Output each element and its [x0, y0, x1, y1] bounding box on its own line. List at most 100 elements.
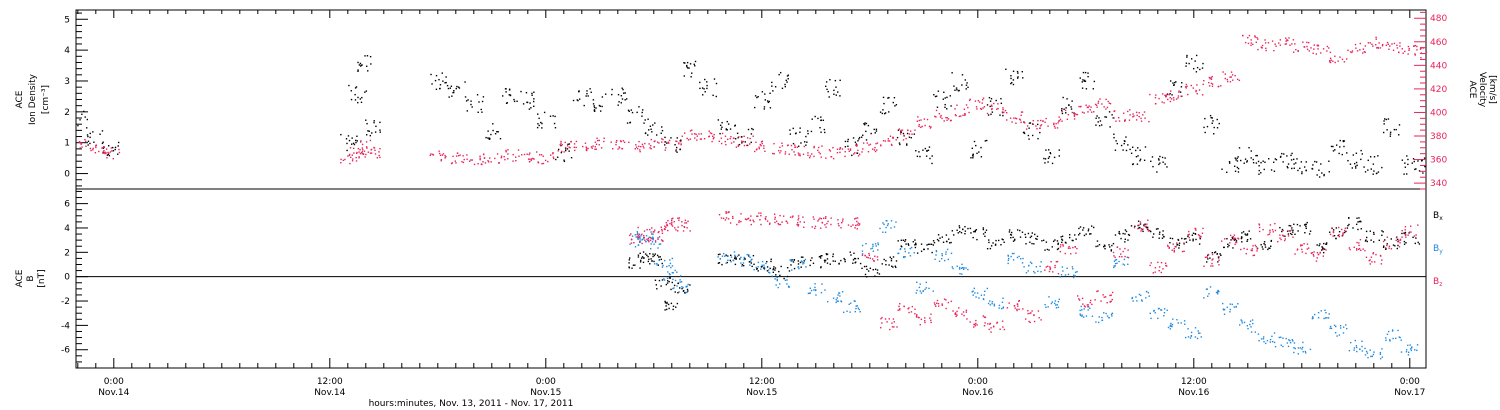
density-point [1343, 140, 1346, 142]
density-point [683, 62, 685, 64]
velocity-point [1297, 49, 1299, 52]
bx-point [1071, 239, 1073, 242]
bx-point [1308, 233, 1311, 235]
velocity-point [656, 141, 659, 143]
velocity-point [1124, 120, 1126, 122]
by-point [1085, 315, 1088, 317]
bz-point [1307, 247, 1310, 249]
velocity-point [111, 150, 113, 152]
velocity-point [689, 130, 692, 132]
by-point [959, 273, 961, 275]
bz-point [950, 300, 952, 303]
by-point [763, 266, 765, 268]
by-point [1190, 335, 1193, 337]
velocity-point [1187, 93, 1189, 96]
by-point [1118, 260, 1120, 263]
velocity-point [1308, 50, 1310, 52]
velocity-point [457, 154, 460, 157]
bx-point [864, 273, 867, 276]
bx-point [984, 231, 986, 234]
bx-point [1001, 238, 1003, 240]
by-point [963, 267, 965, 269]
density-point [1082, 71, 1085, 74]
by-point [1361, 340, 1363, 343]
bz-point [1147, 230, 1150, 232]
velocity-point [365, 153, 367, 156]
bz-point [649, 228, 651, 231]
by-point [1407, 351, 1410, 354]
by-point [982, 298, 985, 301]
velocity-point [573, 146, 576, 149]
bz-point [792, 215, 794, 217]
bx-point [1217, 261, 1219, 263]
bx-point [748, 261, 751, 263]
density-point [851, 154, 853, 157]
by-point [972, 294, 974, 296]
bz-point [989, 322, 992, 325]
bz-point [933, 302, 936, 304]
density-point [972, 155, 974, 157]
velocity-point [359, 152, 362, 155]
bz-point [1033, 314, 1035, 317]
velocity-point [1073, 115, 1076, 117]
bx-point [1087, 228, 1090, 230]
density-point [371, 132, 373, 134]
velocity-point [884, 140, 887, 142]
bz-point [937, 302, 940, 305]
velocity-point [1014, 117, 1017, 119]
density-point [1256, 154, 1258, 157]
by-point [1057, 306, 1060, 309]
velocity-point [641, 143, 644, 146]
bx-point [989, 247, 992, 250]
bx-point [725, 254, 727, 256]
velocity-point [430, 153, 432, 155]
bx-point [874, 268, 877, 271]
bz-point [1120, 253, 1122, 255]
velocity-point [353, 152, 355, 154]
by-point [1194, 336, 1197, 338]
density-point [1260, 161, 1262, 164]
by-point [938, 260, 941, 262]
velocity-point [1242, 34, 1244, 37]
velocity-point [1129, 114, 1131, 116]
by-point [882, 231, 884, 233]
velocity-point [456, 152, 459, 154]
density-point [895, 104, 898, 106]
bx-point [1176, 244, 1178, 246]
velocity-point [911, 133, 913, 135]
density-point [1343, 145, 1345, 148]
velocity-point [737, 145, 740, 147]
velocity-point [1419, 48, 1422, 50]
density-point [784, 83, 786, 86]
density-point [844, 140, 847, 143]
velocity-point [361, 143, 364, 146]
velocity-point [1264, 39, 1266, 41]
by-point [1123, 264, 1126, 266]
velocity-point [473, 163, 476, 166]
bx-point [738, 254, 740, 256]
bz-point [1250, 249, 1252, 251]
by-point [904, 248, 906, 250]
velocity-point [1178, 90, 1180, 92]
bz-point [1110, 300, 1112, 303]
density-point [805, 135, 807, 138]
velocity-point [634, 148, 636, 150]
bz-point [1305, 252, 1307, 255]
velocity-point [1295, 48, 1297, 51]
bx-point [826, 253, 829, 255]
velocity-point [779, 152, 781, 154]
bx-point [653, 254, 656, 257]
density-point [867, 124, 870, 127]
bz-point [647, 239, 650, 242]
velocity-point [689, 138, 692, 140]
velocity-point [1277, 42, 1280, 44]
velocity-point [1155, 94, 1157, 96]
velocity-axis-label: ACE [1467, 81, 1477, 99]
bz-point [1296, 249, 1299, 251]
density-point [1274, 158, 1277, 160]
bx-point [717, 262, 720, 264]
density-point [956, 89, 958, 91]
bz-point [1142, 228, 1144, 230]
bz-point [1054, 266, 1056, 269]
